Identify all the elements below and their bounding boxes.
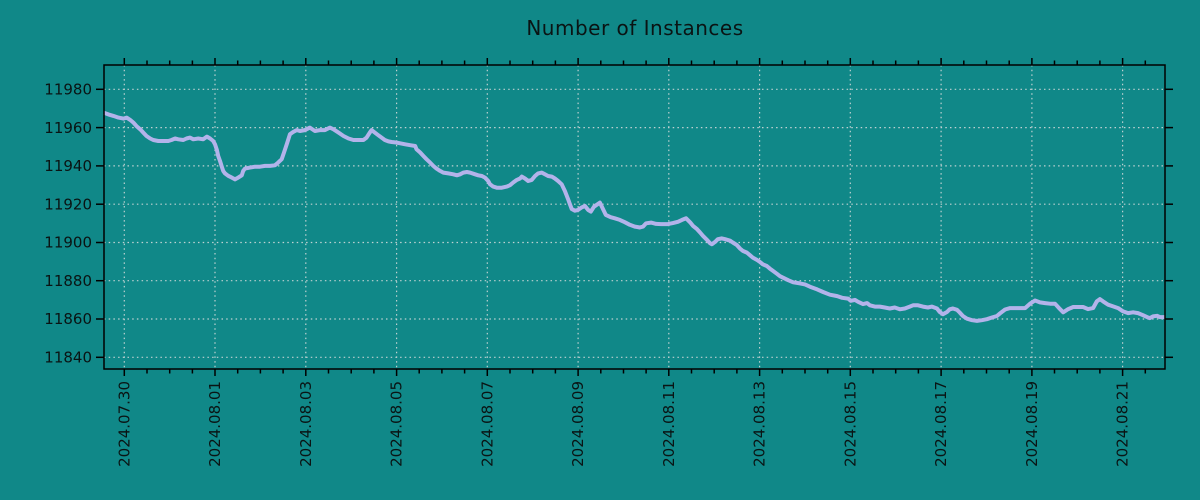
x-tick-label: 2024.08.15 xyxy=(841,381,859,467)
x-tick-label: 2024.08.05 xyxy=(388,381,406,467)
x-tick-label: 2024.08.17 xyxy=(932,381,950,467)
x-tick-label: 2024.08.21 xyxy=(1114,381,1132,467)
axis-ticks xyxy=(96,58,1173,376)
x-tick-label: 2024.08.11 xyxy=(660,381,678,467)
x-tick-label: 2024.08.19 xyxy=(1023,381,1041,467)
y-tick-label: 11880 xyxy=(44,272,92,290)
grid-lines xyxy=(104,65,1165,369)
y-tick-label: 11860 xyxy=(44,310,92,328)
y-tick-label: 11960 xyxy=(44,119,92,137)
chart-title: Number of Instances xyxy=(526,16,744,40)
y-tick-label: 11900 xyxy=(44,234,92,252)
y-tick-label: 11840 xyxy=(44,349,92,367)
y-tick-label: 11940 xyxy=(44,157,92,175)
x-tick-label: 2024.08.07 xyxy=(478,381,496,467)
y-tick-label: 11980 xyxy=(44,81,92,99)
x-tick-label: 2024.08.01 xyxy=(206,381,224,467)
axis-frame xyxy=(103,64,1166,370)
x-tick-label: 2024.08.13 xyxy=(751,381,769,467)
data-line xyxy=(103,110,1165,323)
x-tick-label: 2024.08.09 xyxy=(569,381,587,467)
x-tick-label: 2024.08.03 xyxy=(297,381,315,467)
y-tick-label: 11920 xyxy=(44,195,92,213)
tick-labels: 11840 11860 11880 11900 11920 11940 11960 11980… xyxy=(44,81,1131,467)
x-tick-label: 2024.07.30 xyxy=(115,381,133,467)
